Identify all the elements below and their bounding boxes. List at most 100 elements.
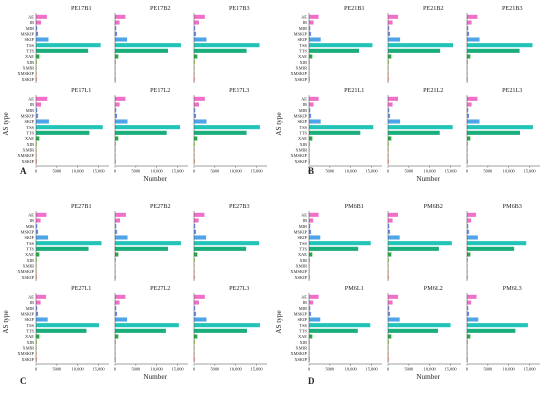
- bar-tss: [309, 241, 371, 246]
- bar-skip: [36, 119, 49, 124]
- x-tick-label: 5000: [210, 169, 220, 174]
- y-tick-label: MSKIP: [294, 31, 308, 36]
- y-tick-label: AE: [301, 294, 307, 299]
- x-tick-label: 0: [193, 367, 196, 372]
- x-tick-label: 5000: [210, 367, 220, 372]
- y-tick-label: MSKIP: [294, 229, 308, 234]
- bar-tts: [194, 130, 247, 135]
- bar-tts: [36, 328, 87, 333]
- bar-skip: [467, 235, 478, 240]
- subplot-pe21l3: PE21L3 0 5000 10,000 15,000: [466, 87, 540, 175]
- bar-skip: [36, 317, 48, 322]
- y-tick-label: TTS: [26, 328, 34, 333]
- bar-xir: [194, 258, 195, 263]
- y-tick-label: TTS: [299, 130, 307, 135]
- bar-ae: [309, 96, 319, 101]
- bar-ir: [194, 20, 200, 25]
- bar-tss: [115, 125, 181, 130]
- y-tick-label: SKIP: [297, 235, 307, 240]
- bar-xae: [36, 334, 40, 339]
- bar-mskip: [115, 31, 118, 36]
- bar-ir: [115, 218, 121, 223]
- bar-xir: [36, 340, 37, 345]
- bar-skip: [194, 235, 207, 240]
- y-tick-label: MIR: [26, 224, 34, 229]
- y-tick-label: TTS: [26, 246, 34, 251]
- bar-tts: [115, 48, 168, 53]
- bar-xmskip: [36, 71, 37, 76]
- x-tick-label: 15,000: [172, 169, 185, 175]
- bar-ae: [467, 212, 477, 217]
- bar-xir: [388, 340, 389, 345]
- y-tick-label: TTS: [299, 328, 307, 333]
- bar-skip: [194, 119, 207, 124]
- bar-skip: [467, 119, 480, 124]
- bar-xir: [309, 258, 310, 263]
- y-tick-label: XMIR: [23, 263, 35, 268]
- x-axis-title: Number: [416, 175, 440, 183]
- y-tick-label: XMSKIP: [290, 153, 307, 158]
- bar-ae: [388, 212, 399, 217]
- bar-ir: [36, 218, 41, 223]
- y-tick-label: IR: [303, 20, 307, 25]
- y-tick-label: XMIR: [296, 147, 308, 152]
- bar-xae: [36, 136, 40, 141]
- y-tick-label: SKIP: [24, 317, 34, 322]
- y-tick-label: XAE: [25, 136, 34, 141]
- bar-mskip: [388, 311, 391, 316]
- bar-xmir: [388, 65, 389, 70]
- bar-tts: [388, 328, 439, 333]
- bar-skip: [309, 119, 321, 124]
- x-tick-label: 10,000: [230, 367, 243, 373]
- x-tick-label: 0: [114, 169, 117, 174]
- y-tick-label: XSKIP: [294, 77, 307, 82]
- y-tick-label: XMIR: [23, 345, 35, 350]
- bar-tss: [36, 323, 99, 328]
- bar-ae: [467, 294, 477, 299]
- y-tick-label: IR: [30, 102, 34, 107]
- bar-mir: [309, 224, 311, 229]
- subplot-pm6b1: PM6B1 AEIRMIRMSKIPSKIPTSSTTSXAEXIRXMIRXMS…: [290, 203, 371, 281]
- x-tick-label: 10,000: [72, 367, 85, 373]
- y-tick-label: TSS: [299, 241, 307, 246]
- bar-mskip: [194, 229, 197, 234]
- subplot-title: PM6L2: [424, 285, 443, 292]
- bar-mir: [467, 26, 469, 31]
- y-tick-label: XIR: [26, 258, 34, 263]
- subplot-title: PE17L1: [71, 87, 91, 94]
- bar-xmskip: [115, 269, 116, 274]
- bar-tts: [309, 246, 359, 251]
- y-tick-label: XIR: [26, 60, 34, 65]
- bar-xae: [388, 334, 392, 339]
- bar-xae: [115, 136, 119, 141]
- bar-xae: [467, 136, 471, 141]
- x-tick-label: 0: [193, 169, 196, 174]
- bar-mskip: [194, 113, 197, 118]
- bar-skip: [36, 235, 49, 240]
- bar-mir: [194, 108, 196, 113]
- bar-ir: [115, 300, 120, 305]
- bar-xmskip: [36, 269, 37, 274]
- subplot-title: PE17B2: [150, 5, 171, 12]
- subplot-pm6l1: PM6L1 AEIRMIRMSKIPSKIPTSSTTSXAEXIRXMIRXMS…: [290, 285, 382, 373]
- y-tick-label: MIR: [26, 26, 34, 31]
- bar-xmskip: [309, 71, 310, 76]
- y-axis-title: AS type: [275, 310, 283, 333]
- x-tick-label: 15,000: [93, 169, 106, 175]
- bar-tts: [309, 328, 358, 333]
- x-tick-label: 0: [466, 367, 469, 372]
- y-tick-label: TTS: [299, 48, 307, 53]
- bar-xir: [388, 60, 389, 65]
- subplot-title: PE27L3: [229, 285, 249, 292]
- subplot-pe17b1: PE17B1 AEIRMIRMSKIPSKIPTSSTTSXAEXIRXMIRXM…: [17, 5, 101, 83]
- bar-xmir: [36, 345, 37, 350]
- bar-tss: [36, 43, 101, 48]
- bar-tss: [388, 323, 451, 328]
- subplot-pe17b3: PE17B3: [193, 5, 260, 83]
- x-tick-label: 15,000: [172, 367, 185, 373]
- bar-xmskip: [194, 153, 195, 158]
- x-tick-label: 5000: [52, 367, 62, 372]
- bar-ae: [194, 212, 205, 217]
- y-tick-label: XIR: [299, 340, 307, 345]
- x-tick-label: 5000: [131, 367, 141, 372]
